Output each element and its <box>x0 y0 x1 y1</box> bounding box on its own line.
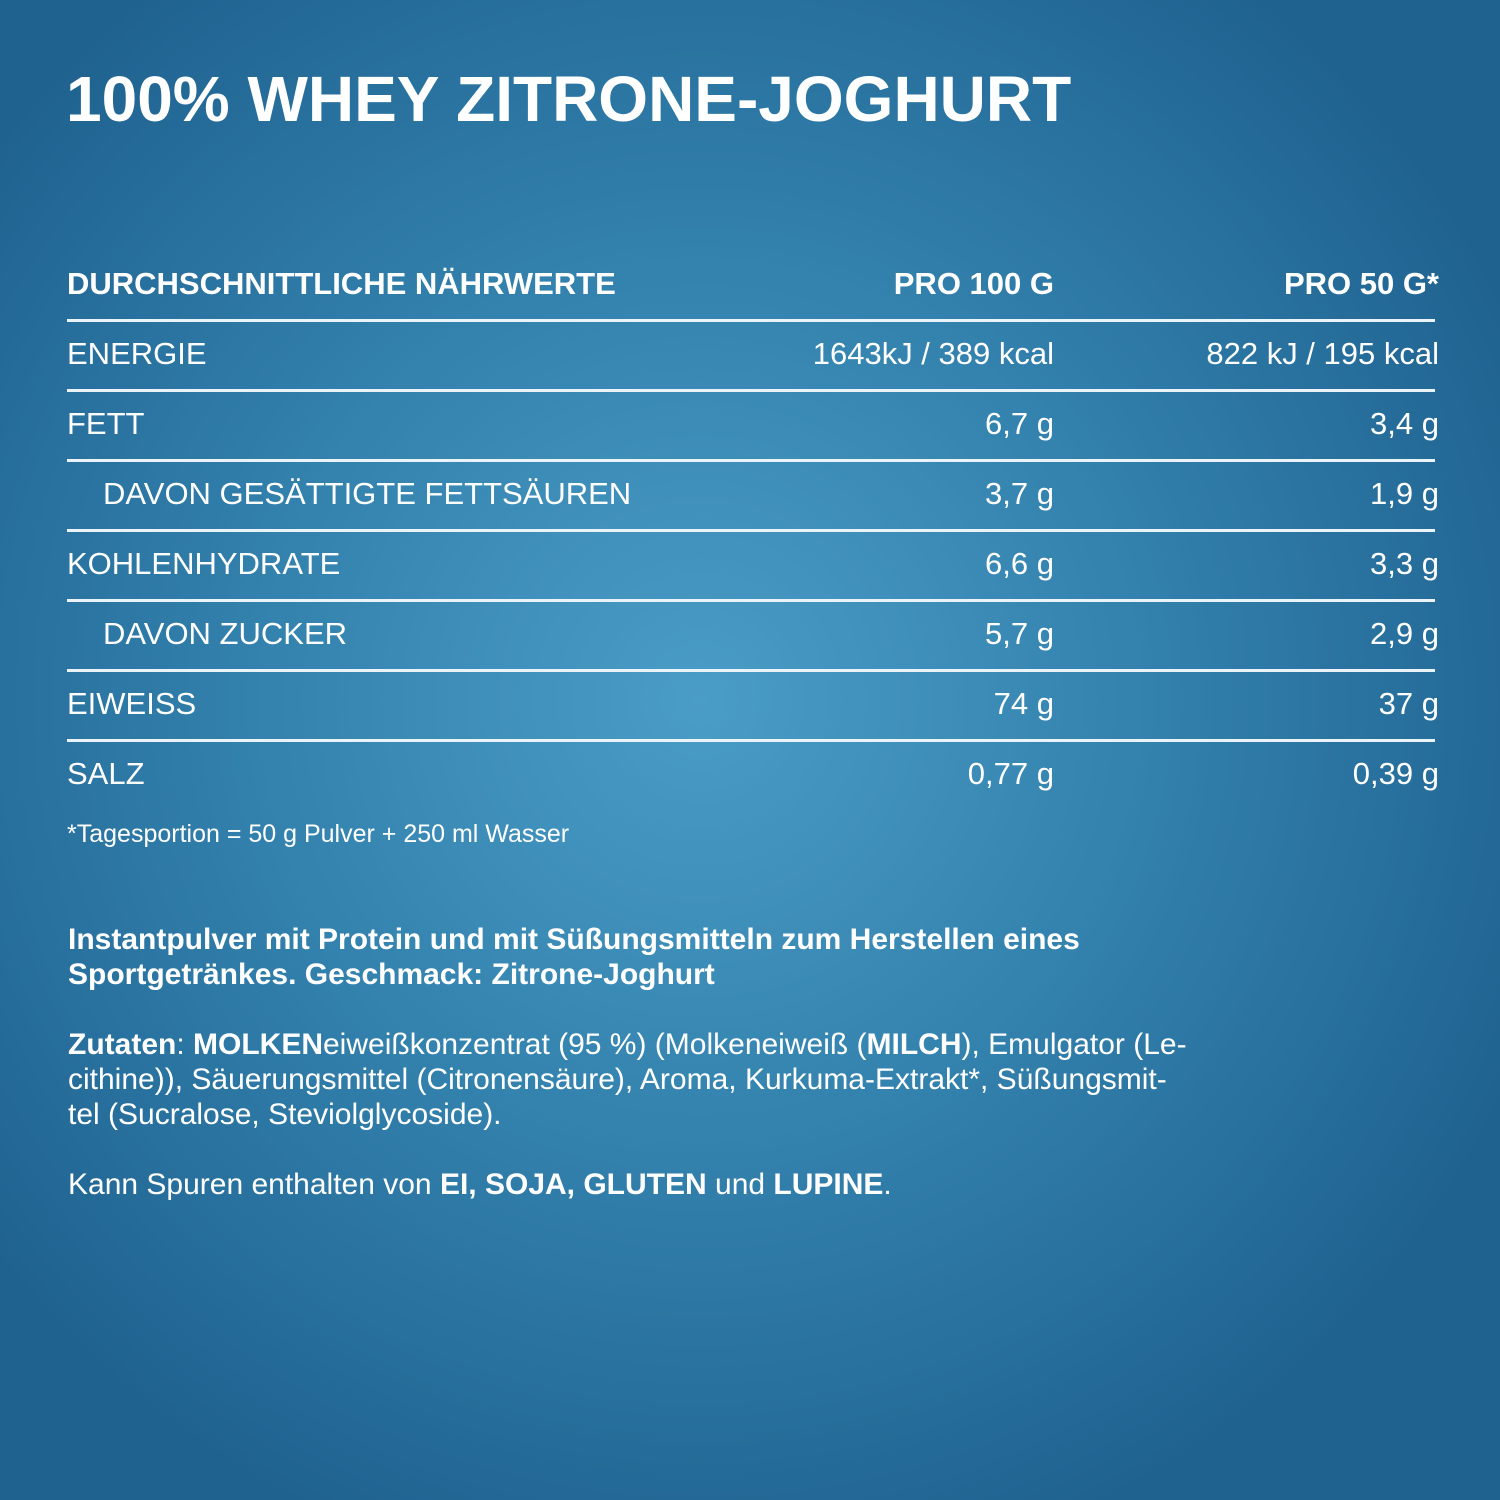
text-segment: ), Emulgator (Le- <box>961 1028 1187 1061</box>
text-line: Kann Spuren enthalten von EI, SOJA, GLUT… <box>68 1167 892 1202</box>
column-header: DURCHSCHNITTLICHE NÄHRWERTE <box>67 266 616 301</box>
text-segment: tel (Sucralose, Steviolglycoside). <box>68 1098 502 1131</box>
text-line: tel (Sucralose, Steviolglycoside). <box>68 1097 502 1132</box>
text-line: Zutaten: MOLKENeiweißkonzentrat (95 %) (… <box>68 1027 1187 1062</box>
text-line: Sportgetränkes. Geschmack: Zitrone-Joghu… <box>68 957 715 992</box>
nutrient-label: DAVON GESÄTTIGTE FETTSÄUREN <box>103 476 632 511</box>
text-segment: LUPINE <box>773 1168 884 1201</box>
text-line: Instantpulver mit Protein und mit Süßung… <box>68 922 1080 957</box>
value-cell: 1,9 g <box>1370 476 1439 511</box>
text-segment: : <box>176 1028 193 1061</box>
value-cell: 5,7 g <box>985 616 1054 651</box>
row-rule <box>67 319 1435 322</box>
row-rule <box>67 389 1435 392</box>
text-segment: Kann Spuren enthalten von <box>68 1168 440 1201</box>
text-segment: MOLKEN <box>193 1028 323 1061</box>
footnote: *Tagesportion = 50 g Pulver + 250 ml Was… <box>67 820 570 848</box>
value-cell: 0,77 g <box>967 756 1054 791</box>
row-rule <box>67 599 1435 602</box>
text-segment: cithine)), Säuerungsmittel (Citronensäur… <box>68 1063 1167 1096</box>
text-segment: eiweißkonzentrat (95 %) (Molkeneiweiß ( <box>323 1028 867 1061</box>
text-segment: . <box>883 1168 892 1201</box>
row-rule <box>67 459 1435 462</box>
value-cell: 6,6 g <box>985 546 1054 581</box>
text-line: cithine)), Säuerungsmittel (Citronensäur… <box>68 1062 1167 1097</box>
nutrient-label: ENERGIE <box>67 336 207 371</box>
value-cell: 3,7 g <box>985 476 1054 511</box>
text-segment: Sportgetränkes. Geschmack: Zitrone-Joghu… <box>68 958 715 991</box>
nutrient-label: KOHLENHYDRATE <box>67 546 341 581</box>
text-segment: und <box>706 1168 774 1201</box>
column-header: PRO 50 G* <box>1283 266 1439 301</box>
row-rule <box>67 529 1435 532</box>
value-cell: 37 g <box>1378 686 1439 721</box>
row-rule <box>67 669 1435 672</box>
text-segment: MILCH <box>866 1028 962 1061</box>
text-segment: Instantpulver mit Protein und mit Süßung… <box>68 923 1080 956</box>
row-rule <box>67 739 1435 742</box>
nutrient-label: EIWEISS <box>67 686 197 721</box>
value-cell: 3,4 g <box>1370 406 1439 441</box>
title: 100% WHEY ZITRONE-JOGHURT <box>66 63 1072 135</box>
value-cell: 0,39 g <box>1352 756 1439 791</box>
column-header: PRO 100 G <box>893 266 1054 301</box>
value-cell: 3,3 g <box>1370 546 1439 581</box>
value-cell: 6,7 g <box>985 406 1054 441</box>
nutrient-label: SALZ <box>67 756 145 791</box>
nutrient-label: FETT <box>67 406 145 441</box>
value-cell: 1643kJ / 389 kcal <box>812 336 1054 371</box>
value-cell: 74 g <box>993 686 1054 721</box>
nutrient-label: DAVON ZUCKER <box>103 616 348 651</box>
text-segment: EI, SOJA, GLUTEN <box>439 1168 707 1201</box>
value-cell: 2,9 g <box>1370 616 1439 651</box>
value-cell: 822 kJ / 195 kcal <box>1206 336 1439 371</box>
text-segment: Zutaten <box>68 1028 177 1061</box>
